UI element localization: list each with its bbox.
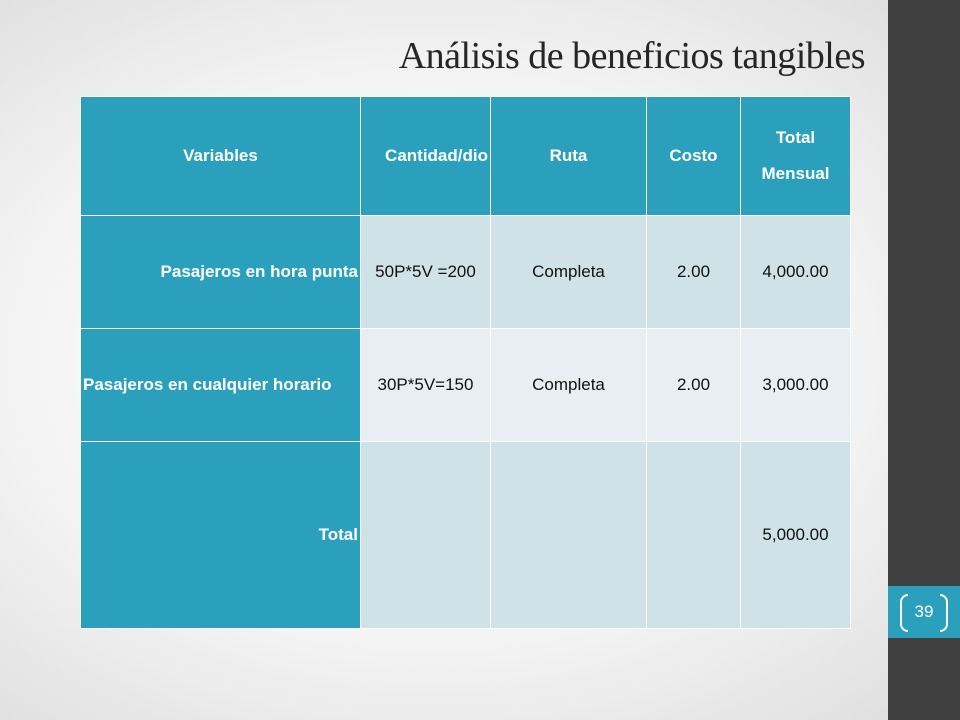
- table-row: Pasajeros en hora punta 50P*5V =200 Comp…: [80, 215, 851, 329]
- total-total-mensual: 5,000.00: [740, 441, 851, 629]
- table-header-row: Variables Cantidad/dio Ruta Costo Total …: [80, 96, 851, 216]
- left-bracket-icon: [900, 594, 908, 632]
- row-cantidad: 50P*5V =200: [360, 215, 491, 329]
- header-total-mensual: Total Mensual: [740, 96, 851, 216]
- table-total-row: Total 5,000.00: [80, 441, 851, 629]
- right-bracket-icon: [940, 594, 948, 632]
- slide-title: Análisis de beneficios tangibles: [398, 35, 866, 77]
- page-number: 39: [914, 602, 934, 621]
- row-total-mensual: 3,000.00: [740, 328, 851, 442]
- row-costo: 2.00: [646, 215, 741, 329]
- header-cantidad: Cantidad/dio: [360, 96, 491, 216]
- row-variable: Pasajeros en cualquier horario: [80, 328, 361, 442]
- total-label: Total: [80, 441, 361, 629]
- table-row: Pasajeros en cualquier horario 30P*5V=15…: [80, 328, 851, 442]
- total-ruta: [490, 441, 647, 629]
- row-ruta: Completa: [490, 215, 647, 329]
- row-ruta: Completa: [490, 328, 647, 442]
- total-costo: [646, 441, 741, 629]
- header-variables: Variables: [80, 96, 361, 216]
- row-costo: 2.00: [646, 328, 741, 442]
- header-ruta: Ruta: [490, 96, 647, 216]
- header-costo: Costo: [646, 96, 741, 216]
- row-total-mensual: 4,000.00: [740, 215, 851, 329]
- benefits-table: Variables Cantidad/dio Ruta Costo Total …: [80, 96, 851, 629]
- row-variable: Pasajeros en hora punta: [80, 215, 361, 329]
- row-cantidad: 30P*5V=150: [360, 328, 491, 442]
- page-number-badge: 39: [888, 586, 960, 638]
- total-cantidad: [360, 441, 491, 629]
